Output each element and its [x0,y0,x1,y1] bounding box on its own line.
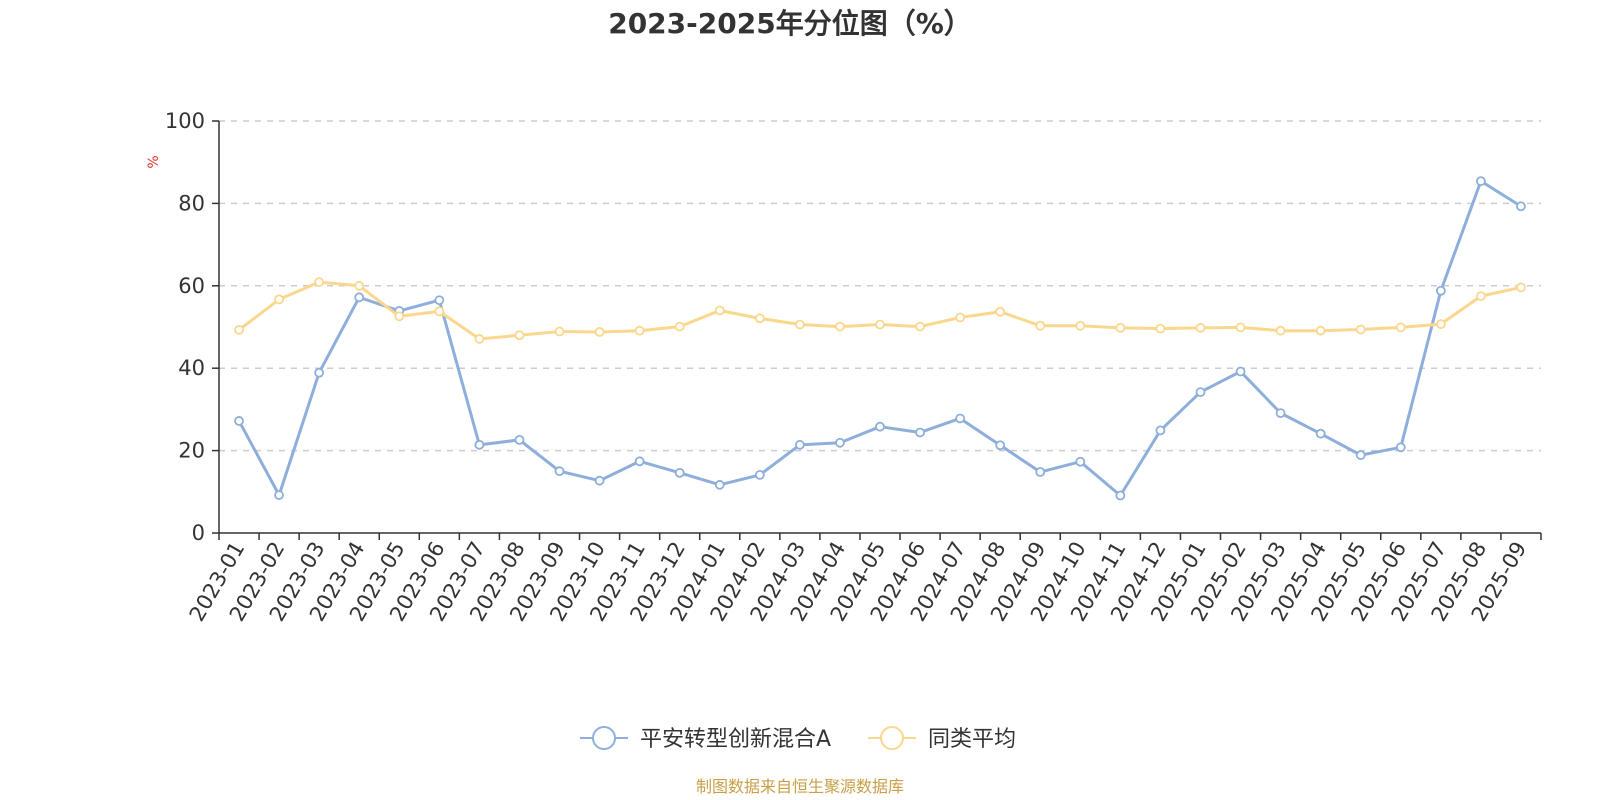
data-point [1075,456,1086,467]
data-point [995,440,1006,451]
data-point [234,324,244,335]
y-axis-unit-label: % [146,155,162,168]
data-point [1235,366,1246,377]
data-point [1395,442,1406,453]
legend-label: 平安转型创新混合A [640,727,831,752]
data-point [1235,322,1246,333]
data-point [1355,324,1366,335]
data-point [875,319,885,330]
legend-item-1[interactable]: 平安转型创新混合A [580,726,831,752]
data-point [354,292,365,303]
data-point [634,325,645,336]
data-point [354,280,365,291]
data-point [1435,319,1446,330]
data-point [1195,387,1206,397]
data-point [1115,490,1126,501]
data-point [594,327,605,337]
data-point [1035,467,1046,477]
data-point [514,434,525,445]
data-point [754,313,765,324]
y-tick-label-60: 60 [178,274,205,298]
data-point [1115,322,1126,333]
legend-circle-icon [592,726,616,750]
data-point [314,367,325,378]
data-source-note: 制图数据来自恒生聚源数据库 [696,777,904,796]
data-point [634,456,645,467]
chart-title: 2023-2025年分位图（%） [608,7,972,40]
y-tick-label-40: 40 [178,356,205,380]
series-lines [234,176,1526,501]
data-point [835,321,845,332]
data-point [554,466,565,477]
data-point [434,295,445,306]
data-point [1275,325,1286,336]
legend-circle-icon [880,726,904,750]
data-point [1476,176,1486,187]
data-point [794,439,805,450]
data-point [1435,285,1446,296]
y-tick-label-80: 80 [178,191,205,215]
y-tick-label-100: 100 [165,109,205,133]
legend[interactable]: 平安转型创新混合A 同类平均 [580,726,1016,752]
data-point [674,321,685,332]
series-1 [234,176,1526,501]
series-line [237,179,1523,498]
data-point [1516,201,1526,212]
data-point [1275,408,1286,419]
data-point [394,311,405,322]
y-tick-label-0: 0 [192,521,205,545]
data-point [1315,325,1326,336]
data-point [1075,320,1086,331]
axes: 0204060801002023-012023-022023-032023-04… [165,109,1542,625]
data-point [915,427,925,438]
legend-item-2[interactable]: 同类平均 [868,726,1016,752]
data-point [794,319,805,330]
data-point [915,321,925,332]
data-point [955,312,966,323]
data-point [835,437,845,448]
data-point [955,413,966,424]
data-point [514,330,525,341]
data-point [714,479,725,490]
data-point [1395,322,1406,333]
data-point [554,326,565,337]
data-point [875,421,885,432]
data-point [234,416,244,426]
data-point [674,467,685,478]
grid-lines [219,120,1541,452]
series-2 [234,277,1526,344]
data-point [1315,428,1326,439]
y-tick-label-20: 20 [178,439,205,463]
data-point [1155,425,1166,436]
data-point [1195,322,1206,333]
data-point [1476,291,1486,302]
data-point [754,470,765,480]
data-point [474,439,485,450]
data-point [1035,320,1046,331]
data-point [1155,323,1166,334]
data-point [1516,282,1526,293]
data-point [1355,450,1366,461]
series-line [237,280,1523,341]
data-point [474,334,485,344]
legend-label: 同类平均 [928,727,1016,752]
data-point [274,490,284,500]
data-point [714,305,725,316]
data-point [995,306,1006,317]
data-point [434,306,445,317]
data-point [594,475,605,486]
data-point [274,294,284,305]
data-point [314,277,325,287]
